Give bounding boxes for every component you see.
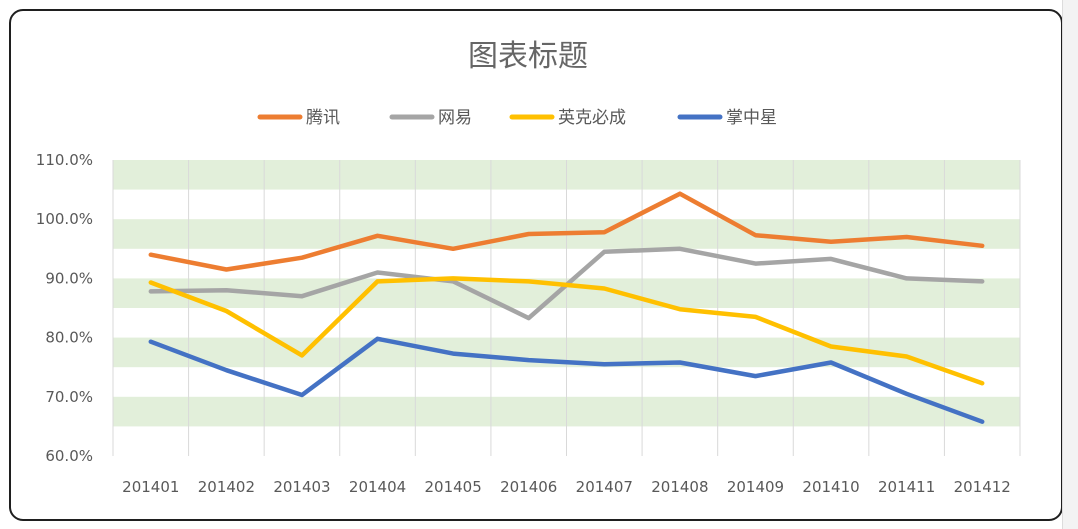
x-tick-label: 201404: [349, 478, 406, 496]
x-tick-label: 201408: [651, 478, 708, 496]
series-line-3: [148, 336, 985, 424]
legend-label: 腾讯: [306, 108, 340, 128]
x-tick-label: 201401: [122, 478, 179, 496]
y-tick-label: 80.0%: [45, 329, 93, 347]
series-lines: [148, 191, 985, 424]
x-tick-label: 201411: [878, 478, 935, 496]
y-axis-ticks: 60.0% 70.0% 80.0% 90.0% 100.0% 110.0%: [36, 151, 93, 465]
legend-label: 掌中星: [726, 108, 777, 128]
x-tick-label: 201402: [198, 478, 255, 496]
scrollbar[interactable]: [1062, 0, 1078, 529]
legend-label: 英克必成: [558, 108, 626, 128]
x-tick-label: 201407: [576, 478, 633, 496]
y-tick-label: 100.0%: [36, 210, 93, 228]
y-tick-label: 70.0%: [45, 388, 93, 406]
x-tick-label: 201403: [273, 478, 330, 496]
x-axis-ticks: 201401 201402 201403 201404 201405 201406 2014…: [122, 478, 1011, 496]
x-tick-label: 201410: [802, 478, 859, 496]
legend: 腾讯 网易 英克必成 掌中星: [257, 108, 777, 128]
legend-label: 网易: [438, 108, 472, 128]
series-line-2: [148, 276, 985, 386]
x-tick-label: 201406: [500, 478, 557, 496]
x-tick-label: 201412: [954, 478, 1011, 496]
y-tick-label: 90.0%: [45, 269, 93, 287]
y-tick-label: 110.0%: [36, 151, 93, 169]
chart-frame: [9, 9, 1063, 521]
vertical-gridlines: [112, 160, 1021, 456]
x-tick-label: 201405: [424, 478, 481, 496]
series-line-0: [148, 191, 985, 272]
chart-title: 图表标题: [468, 39, 588, 74]
x-tick-label: 201409: [727, 478, 784, 496]
y-tick-label: 60.0%: [45, 447, 93, 465]
